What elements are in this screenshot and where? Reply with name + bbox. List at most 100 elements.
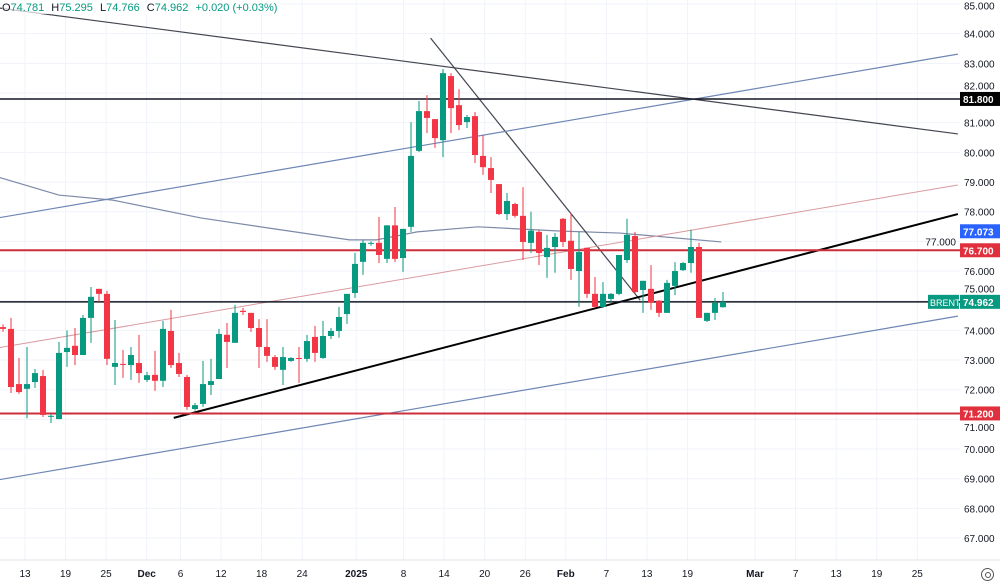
candle-body [616, 255, 622, 294]
level-price-label: 76.700 [963, 246, 994, 257]
change-value: +0.020 (+0.03%) [195, 2, 278, 14]
candle-body [568, 240, 574, 269]
candle-body [512, 203, 518, 216]
candle-body [368, 242, 374, 244]
candle-body [464, 117, 470, 123]
level-price-label-bg [960, 406, 1000, 421]
ma-value-label-bg [960, 224, 1000, 239]
time-tick-label: 24 [297, 569, 309, 580]
time-tick-label: 18 [256, 569, 268, 580]
candle-body [520, 215, 526, 242]
candle-body [656, 300, 662, 313]
candle-body [312, 336, 318, 353]
candle-body [456, 105, 462, 126]
candle-body [296, 357, 302, 359]
time-tick-label: 25 [101, 569, 113, 580]
time-tick-label: 20 [479, 569, 491, 580]
price-tick-label: 74.000 [964, 326, 995, 337]
low-label: L [99, 2, 107, 14]
candle-body [400, 228, 406, 258]
candle-body [352, 263, 358, 293]
time-tick-label: 25 [912, 569, 924, 580]
price-tick-label: 77.000 [925, 237, 956, 248]
candle-body [168, 330, 174, 366]
candle-body [216, 333, 222, 380]
candle-body [80, 317, 86, 355]
candle-body [432, 119, 438, 139]
candle-body [472, 116, 478, 156]
price-tick-label: 85.000 [964, 2, 995, 13]
candle-body [640, 280, 646, 291]
candle-body [8, 328, 14, 388]
candle-body [200, 384, 206, 404]
candle-body [408, 155, 414, 227]
level-price-label: 81.800 [963, 95, 994, 106]
price-tick-label: 69.000 [964, 475, 995, 486]
candle-body [176, 363, 182, 374]
price-tick-label: 79.000 [964, 178, 995, 189]
candle-body [72, 345, 78, 355]
time-tick-label: 13 [641, 569, 653, 580]
candle-body [688, 246, 694, 264]
candle-body [16, 384, 22, 393]
high-label: H [51, 2, 60, 14]
candle-body [104, 293, 110, 359]
candle-body [248, 312, 254, 328]
time-tick-label: 6 [178, 569, 184, 580]
time-tick-label: Dec [138, 569, 157, 580]
candle-body [88, 296, 94, 318]
candle-body [320, 336, 326, 358]
gear-icon[interactable] [981, 568, 994, 581]
candle-body [376, 242, 382, 256]
price-tick-label: 70.000 [964, 445, 995, 456]
symbol-tag-bg [928, 294, 959, 309]
ma-value-label: 77.073 [963, 227, 994, 238]
time-axis [0, 560, 1000, 586]
candle-body [280, 357, 286, 370]
price-tick-label: 68.000 [964, 504, 995, 515]
candle-body [128, 354, 134, 366]
candle-body [448, 76, 454, 109]
price-tick-label: 67.000 [964, 534, 995, 545]
trendline [0, 315, 958, 481]
candle-body [224, 334, 230, 342]
candle-body [48, 415, 54, 417]
candle-body [0, 327, 6, 329]
candle-body [272, 357, 278, 367]
price-tick-label: 80.000 [964, 148, 995, 159]
time-tick-label: Mar [746, 569, 764, 580]
price-tick-label: 84.000 [964, 30, 995, 41]
candle-body [304, 341, 310, 359]
candle-body [136, 363, 142, 374]
time-tick-label: 26 [520, 569, 532, 580]
ohlc-legend: O74.781 H75.295 L74.766 C74.962 +0.020 (… [2, 2, 282, 14]
candle-body [384, 225, 390, 259]
candle-body [40, 376, 46, 415]
time-tick-label: 8 [401, 569, 407, 580]
candle-body [288, 357, 294, 361]
time-tick-label: 12 [215, 569, 227, 580]
candle-body [440, 73, 446, 141]
candle-body [720, 301, 726, 308]
moving-average-line [0, 176, 722, 243]
price-tick-label: 78.000 [964, 208, 995, 219]
level-price-label-bg [960, 243, 1000, 258]
candle-body [336, 317, 342, 331]
candle-body [144, 375, 150, 380]
candle-body [576, 252, 582, 272]
time-tick-label: 13 [19, 569, 31, 580]
candle-body [328, 330, 334, 337]
candle-body [24, 384, 30, 389]
time-tick-label: 19 [682, 569, 694, 580]
trendline [430, 37, 641, 301]
price-tick-label: 83.000 [964, 59, 995, 70]
candle-body [528, 230, 534, 243]
candle-body [56, 352, 62, 420]
trendline [173, 213, 959, 419]
candle-body [608, 293, 614, 299]
candle-body [152, 374, 158, 381]
open-value: 74.781 [10, 2, 45, 14]
candle-body [704, 312, 710, 321]
price-tick-label: 75.000 [964, 285, 995, 296]
